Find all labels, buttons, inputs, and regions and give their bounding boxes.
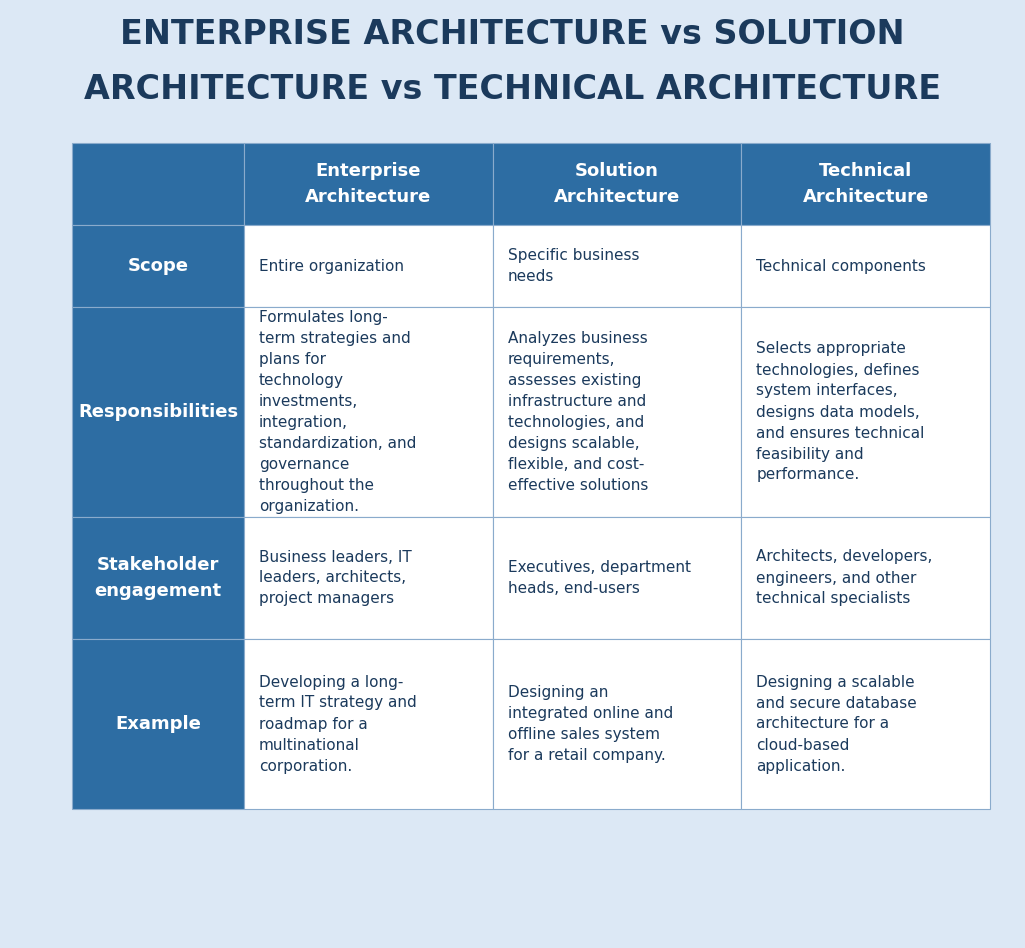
Bar <box>493 307 741 517</box>
Bar <box>244 307 493 517</box>
Text: Technical
Architecture: Technical Architecture <box>803 162 929 206</box>
Text: Responsibilities: Responsibilities <box>78 403 238 421</box>
Bar <box>72 517 244 639</box>
Text: Developing a long-
term IT strategy and
roadmap for a
multinational
corporation.: Developing a long- term IT strategy and … <box>259 674 417 774</box>
Text: Designing a scalable
and secure database
architecture for a
cloud-based
applicat: Designing a scalable and secure database… <box>756 674 917 774</box>
Bar <box>741 639 990 809</box>
Text: Analyzes business
requirements,
assesses existing
infrastructure and
technologie: Analyzes business requirements, assesses… <box>507 331 648 493</box>
Text: ARCHITECTURE vs TECHNICAL ARCHITECTURE: ARCHITECTURE vs TECHNICAL ARCHITECTURE <box>84 73 941 106</box>
Text: Enterprise
Architecture: Enterprise Architecture <box>305 162 432 206</box>
Text: Stakeholder
engagement: Stakeholder engagement <box>94 556 221 599</box>
Text: Formulates long-
term strategies and
plans for
technology
investments,
integrati: Formulates long- term strategies and pla… <box>259 310 416 514</box>
Text: Example: Example <box>115 715 201 733</box>
Bar <box>72 225 244 307</box>
Bar <box>244 517 493 639</box>
Text: Technical components: Technical components <box>756 259 927 274</box>
Bar <box>244 225 493 307</box>
Bar <box>741 143 990 225</box>
Bar <box>493 639 741 809</box>
Text: Scope: Scope <box>127 257 189 275</box>
Bar <box>72 639 244 809</box>
Text: Business leaders, IT
leaders, architects,
project managers: Business leaders, IT leaders, architects… <box>259 550 412 607</box>
Bar <box>741 517 990 639</box>
Bar <box>72 143 244 225</box>
Bar <box>741 225 990 307</box>
Text: Architects, developers,
engineers, and other
technical specialists: Architects, developers, engineers, and o… <box>756 550 933 607</box>
Bar <box>741 307 990 517</box>
Bar <box>493 517 741 639</box>
Text: Designing an
integrated online and
offline sales system
for a retail company.: Designing an integrated online and offli… <box>507 685 673 763</box>
Text: Executives, department
heads, end-users: Executives, department heads, end-users <box>507 560 691 596</box>
Bar <box>244 143 493 225</box>
Bar <box>493 143 741 225</box>
Text: Entire organization: Entire organization <box>259 259 404 274</box>
Text: Solution
Architecture: Solution Architecture <box>554 162 681 206</box>
Bar <box>244 639 493 809</box>
Bar <box>493 225 741 307</box>
Text: ENTERPRISE ARCHITECTURE vs SOLUTION: ENTERPRISE ARCHITECTURE vs SOLUTION <box>120 18 905 51</box>
Text: Selects appropriate
technologies, defines
system interfaces,
designs data models: Selects appropriate technologies, define… <box>756 341 925 483</box>
Text: Specific business
needs: Specific business needs <box>507 248 640 284</box>
Bar <box>72 307 244 517</box>
